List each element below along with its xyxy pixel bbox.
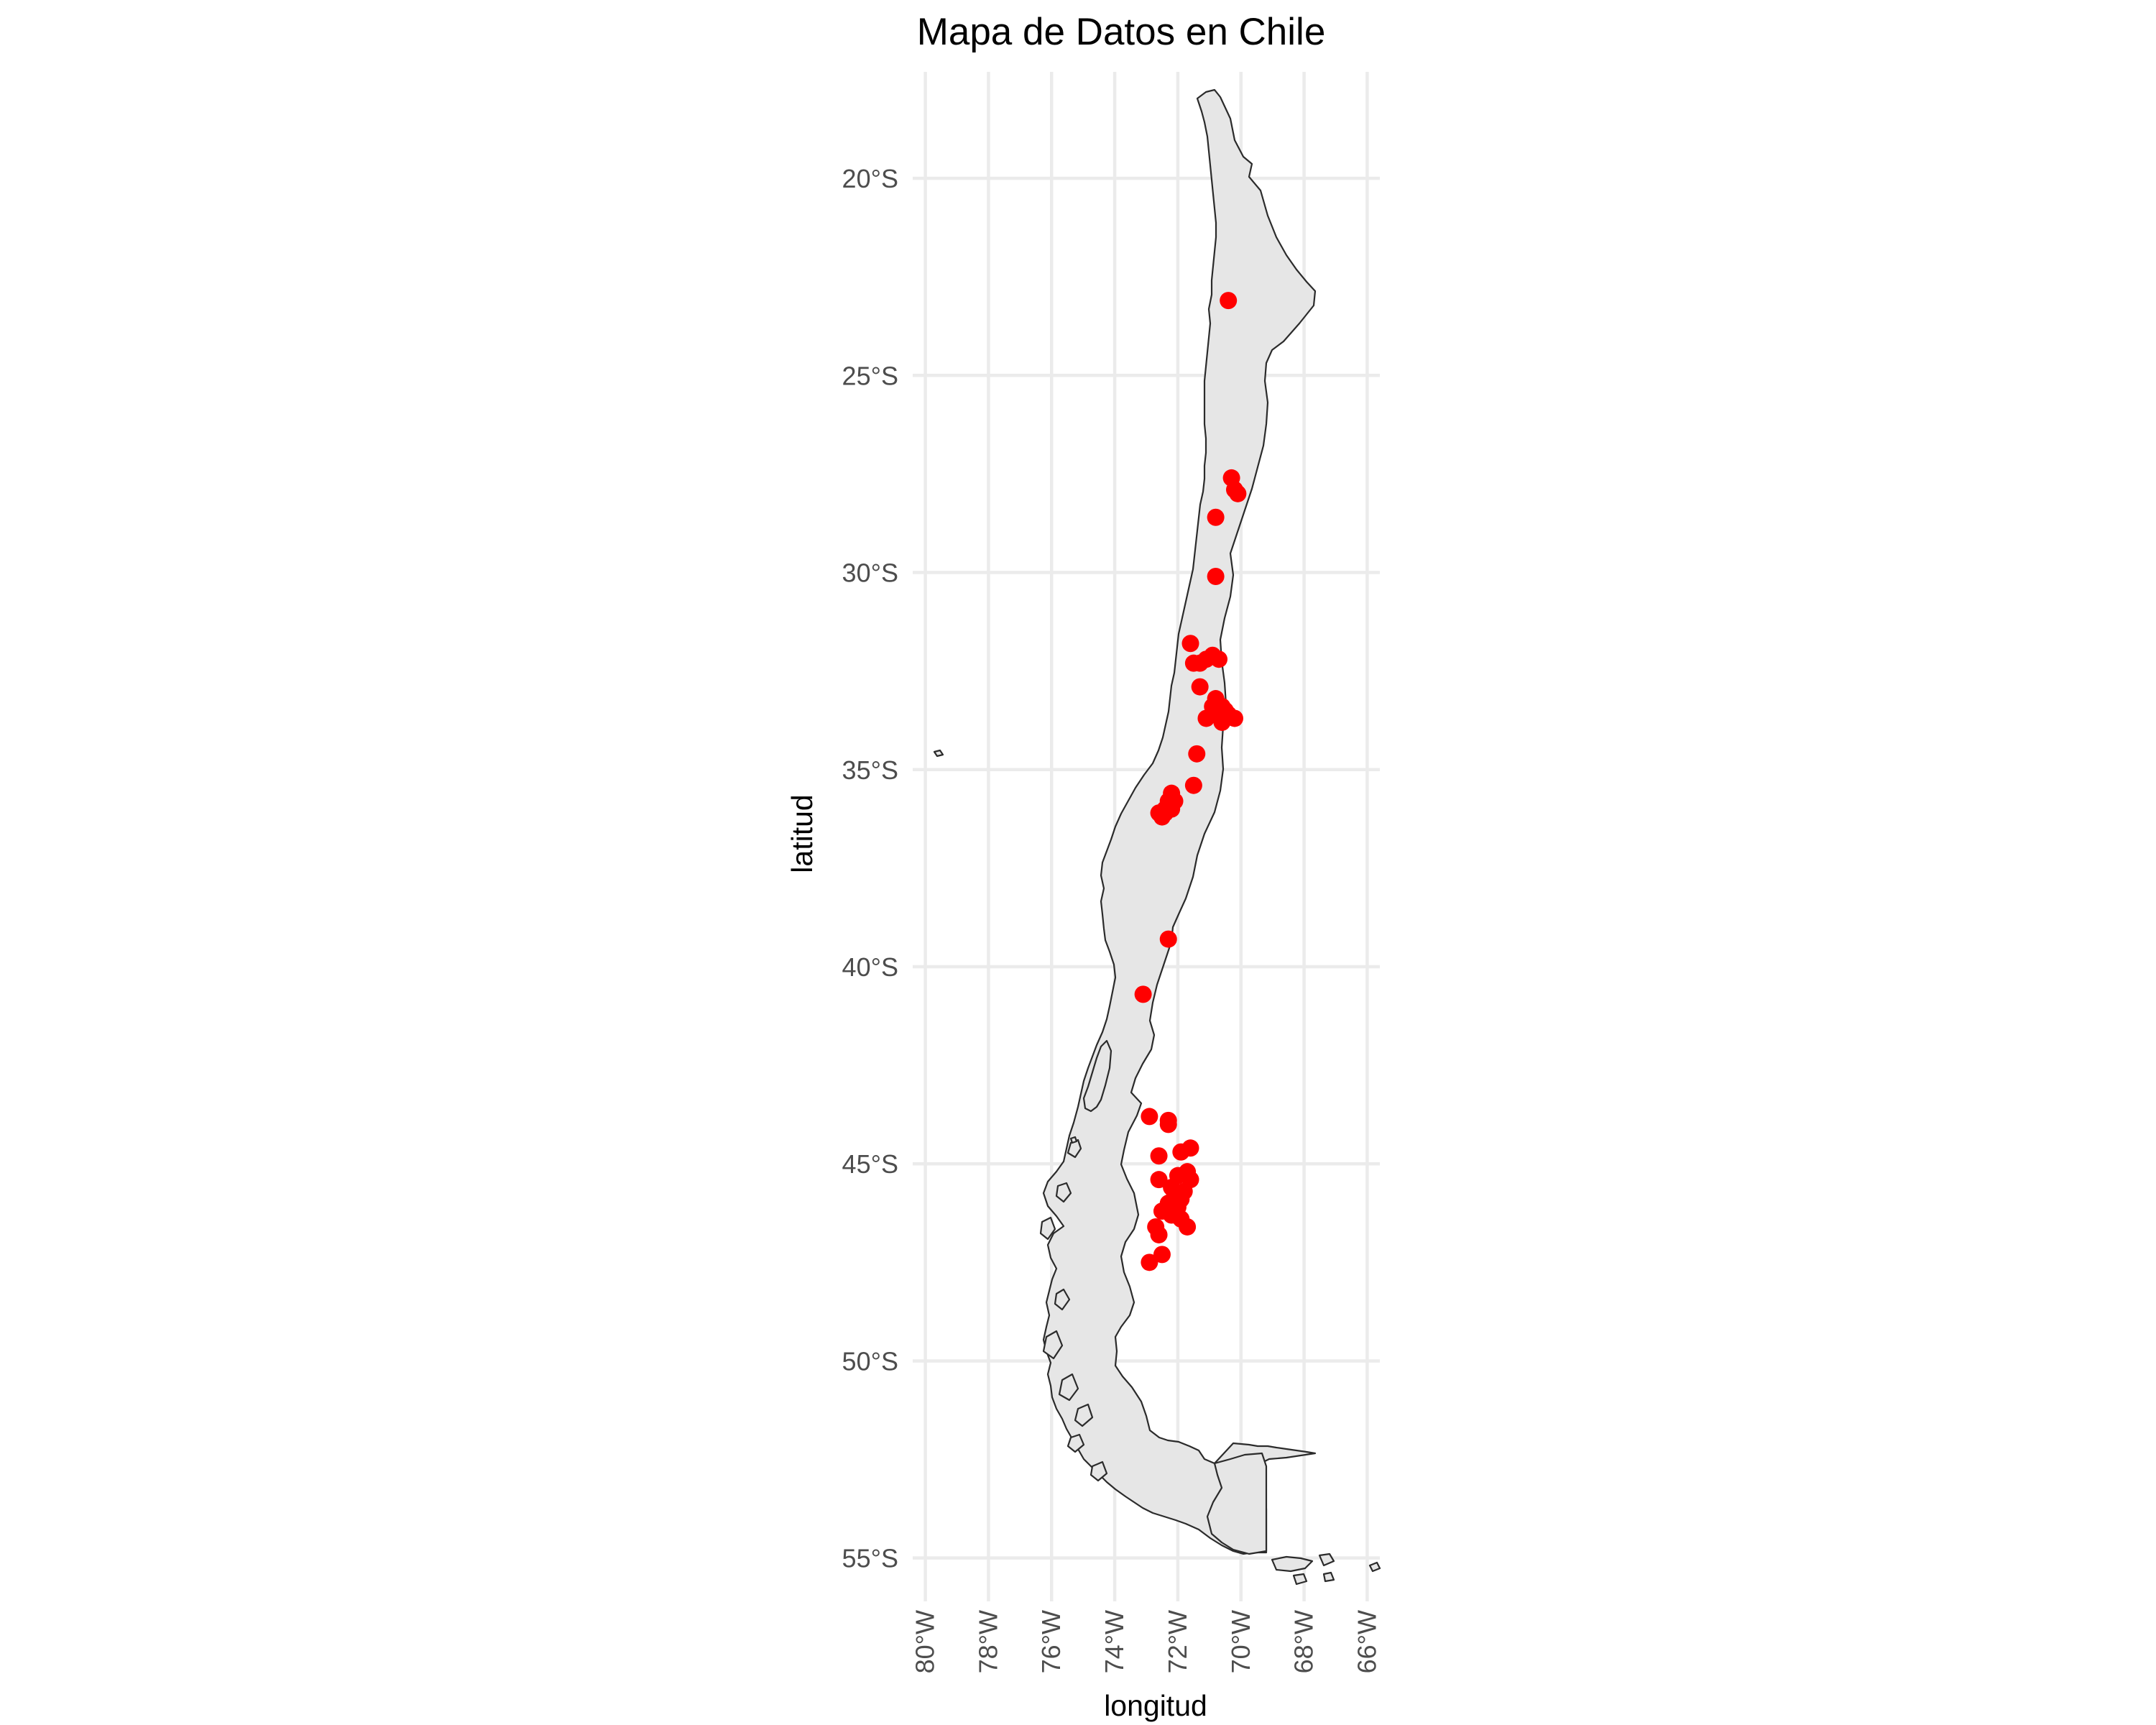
southern-island-outline — [1042, 1330, 1064, 1360]
data-point — [1207, 568, 1225, 586]
southern-island-outline — [1055, 1182, 1072, 1203]
chile-landmass — [933, 88, 1381, 1586]
data-point — [1159, 930, 1177, 948]
southern-island-outline — [1058, 1373, 1079, 1402]
x-tick-label: 76°W — [1036, 1610, 1066, 1673]
data-point — [1150, 1225, 1168, 1243]
data-point — [1197, 709, 1215, 727]
southern-island-outline — [1067, 1433, 1085, 1453]
y-tick-label: 55°S — [842, 1544, 898, 1573]
data-point — [1156, 804, 1174, 822]
data-point — [1141, 1254, 1158, 1271]
x-tick-label: 70°W — [1226, 1610, 1256, 1673]
data-point — [1134, 985, 1152, 1003]
data-point — [1159, 1116, 1177, 1133]
data-point — [1210, 650, 1228, 668]
axis-tick-labels: 80°W 78°W 76°W 74°W 72°W 70°W 68°W 66°W 20°S 25°S… — [842, 164, 1382, 1673]
x-tick-label: 80°W — [911, 1610, 940, 1673]
data-point — [1207, 508, 1225, 526]
cape-horn-islands-outline — [1271, 1555, 1314, 1573]
data-point — [1220, 292, 1238, 310]
data-point — [1141, 1108, 1158, 1126]
data-point — [1150, 1171, 1168, 1189]
data-point — [1172, 1143, 1190, 1161]
y-tick-label: 35°S — [842, 755, 898, 785]
southern-island-outline — [1074, 1403, 1094, 1427]
y-tick-label: 40°S — [842, 952, 898, 982]
data-point — [1229, 484, 1247, 502]
chiloe-island-outline — [1082, 1039, 1112, 1113]
data-point — [1153, 1246, 1171, 1264]
x-tick-label: 66°W — [1352, 1610, 1381, 1673]
data-point — [1184, 776, 1202, 794]
data-point — [1179, 1218, 1197, 1236]
juan-fernandez-island-outline — [1069, 1136, 1078, 1144]
y-tick-label: 30°S — [842, 558, 898, 588]
southern-island-outline — [1089, 1460, 1108, 1482]
data-point — [1188, 745, 1206, 763]
juan-fernandez-island-outline — [933, 749, 944, 758]
y-tick-label: 45°S — [842, 1149, 898, 1179]
x-tick-label: 68°W — [1289, 1610, 1319, 1673]
data-point — [1191, 678, 1209, 696]
chile-mainland-outline — [1042, 88, 1317, 1555]
y-tick-label: 25°S — [842, 361, 898, 390]
x-axis-title: longitud — [1104, 1689, 1207, 1722]
y-axis-title: latitud — [786, 794, 819, 873]
chart-title: Mapa de Datos en Chile — [917, 11, 1326, 53]
cape-horn-islands-outline — [1292, 1573, 1308, 1586]
data-point — [1213, 713, 1231, 731]
x-tick-label: 74°W — [1100, 1610, 1129, 1673]
data-point — [1150, 1147, 1168, 1165]
x-tick-label: 78°W — [973, 1610, 1003, 1673]
y-tick-label: 50°S — [842, 1346, 898, 1376]
cape-horn-islands-outline — [1318, 1552, 1335, 1567]
y-tick-label: 20°S — [842, 164, 898, 193]
southern-island-outline — [1039, 1216, 1056, 1241]
cape-horn-islands-outline — [1322, 1571, 1335, 1583]
southern-island-outline — [1054, 1288, 1071, 1311]
cape-horn-islands-outline — [1368, 1561, 1381, 1573]
data-points — [1134, 292, 1247, 1271]
x-tick-label: 72°W — [1163, 1610, 1192, 1673]
data-point — [1181, 635, 1199, 653]
tierra-del-fuego-outline — [1206, 1452, 1268, 1555]
